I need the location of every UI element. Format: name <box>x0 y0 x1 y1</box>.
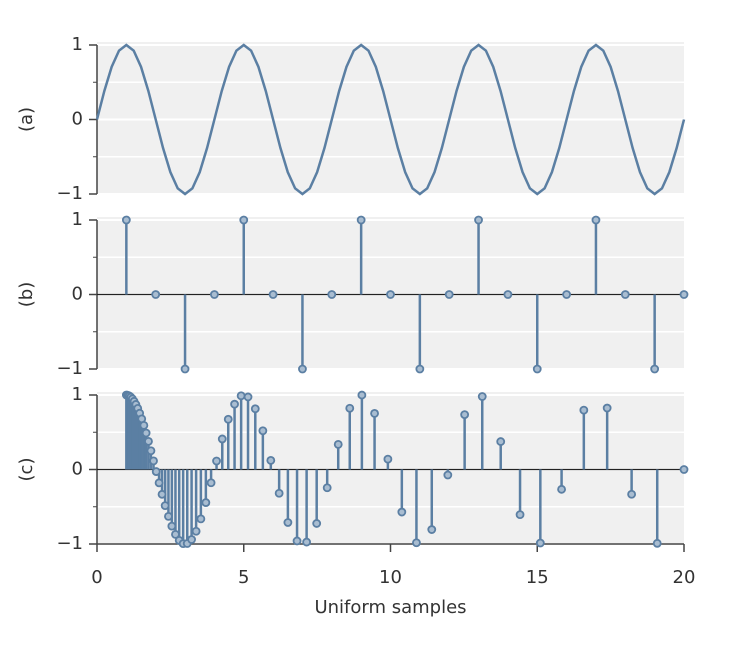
stem-marker <box>474 215 483 225</box>
stem-marker <box>627 489 637 499</box>
stem-marker <box>141 428 151 438</box>
stem-marker <box>302 537 312 547</box>
stem-marker <box>333 439 343 449</box>
stem-marker <box>443 470 453 480</box>
stem-marker <box>209 290 219 299</box>
stem-marker <box>386 290 395 299</box>
stem-marker <box>212 456 221 466</box>
y-tick-label: −1 <box>56 358 83 379</box>
stem-marker <box>196 514 206 524</box>
stem-marker <box>412 538 421 548</box>
stem-marker <box>602 403 612 413</box>
stem-marker <box>370 409 379 418</box>
stem-marker <box>298 364 307 374</box>
stem-marker <box>180 364 190 374</box>
plot-background <box>97 392 684 544</box>
y-tick-label: 0 <box>72 284 83 305</box>
stem-marker <box>258 426 268 436</box>
stem-marker <box>243 392 253 402</box>
stem-marker <box>383 454 393 464</box>
stem-marker <box>415 364 425 374</box>
stem-marker <box>535 538 545 548</box>
y-axis-label: (b) <box>16 282 37 307</box>
stem-marker <box>679 465 689 474</box>
stem-marker <box>266 456 276 465</box>
stem-marker <box>357 390 367 400</box>
stem-marker <box>217 434 227 444</box>
stem-marker <box>236 391 246 401</box>
stem-marker <box>151 290 161 299</box>
stem-marker <box>206 478 216 488</box>
stem-marker <box>121 215 131 225</box>
x-axis-label: Uniform samples <box>314 597 466 618</box>
stem-marker <box>496 437 506 446</box>
stem-marker <box>268 290 278 299</box>
y-tick-label: 1 <box>72 34 83 55</box>
stem-marker <box>557 484 566 494</box>
stem-marker <box>532 364 542 374</box>
stem-marker <box>187 535 196 544</box>
stem-marker <box>503 290 513 299</box>
stem-marker <box>274 488 284 498</box>
sine-line <box>95 43 686 196</box>
stem-marker <box>167 521 177 531</box>
stem-marker <box>515 510 525 520</box>
stem-marker <box>397 507 407 517</box>
stem-marker <box>171 529 180 539</box>
stem-marker <box>149 456 158 466</box>
stem-marker <box>292 536 302 546</box>
stem-marker <box>151 467 161 476</box>
stem-marker <box>679 290 689 299</box>
stem-marker <box>477 392 487 401</box>
y-tick-label: 0 <box>72 459 83 480</box>
stem-marker <box>164 511 173 521</box>
stem-marker <box>356 215 366 225</box>
y-tick-label: 0 <box>72 109 83 130</box>
y-tick-label: 1 <box>72 209 83 230</box>
stem-marker <box>579 405 589 415</box>
y-axis-label: (c) <box>16 458 37 482</box>
stem-marker <box>157 489 167 499</box>
y-axis-label: (a) <box>16 107 37 132</box>
x-tick-label: 15 <box>526 567 549 588</box>
stem-marker <box>460 410 470 419</box>
y-tick-label: −1 <box>56 533 83 554</box>
x-tick-label: 10 <box>379 567 402 588</box>
stem-marker <box>312 519 322 528</box>
x-tick-label: 5 <box>238 567 249 588</box>
stem-marker <box>201 498 211 507</box>
stem-marker <box>322 483 332 493</box>
x-tick-label: 20 <box>673 567 696 588</box>
stem-marker <box>327 290 337 299</box>
stem-marker <box>650 364 660 374</box>
stem-marker <box>191 526 201 536</box>
stem-marker <box>427 525 437 534</box>
stem-marker <box>620 290 630 299</box>
stem-marker <box>146 446 156 456</box>
stem-marker <box>239 215 249 225</box>
stem-marker <box>160 501 170 511</box>
stem-marker <box>230 399 239 409</box>
stem-marker <box>250 404 260 414</box>
stem-marker <box>154 478 164 488</box>
stem-marker <box>144 436 153 446</box>
y-tick-label: 1 <box>72 384 83 405</box>
stem-marker <box>345 403 355 413</box>
y-tick-label: −1 <box>56 183 83 204</box>
stem-marker <box>444 290 454 299</box>
stem-marker <box>223 414 233 424</box>
stem-marker <box>652 538 662 548</box>
stem-marker <box>591 215 601 225</box>
stem-marker <box>283 518 293 527</box>
stem-marker <box>139 420 149 430</box>
stem-marker <box>562 290 571 299</box>
x-tick-label: 0 <box>91 567 102 588</box>
